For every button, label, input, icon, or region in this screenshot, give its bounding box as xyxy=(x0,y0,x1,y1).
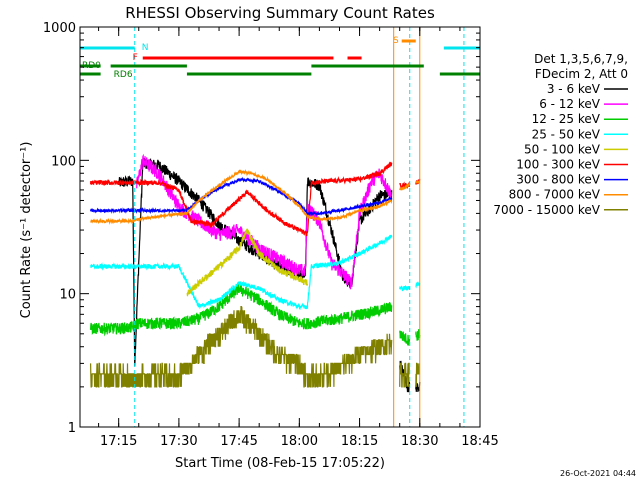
legend-label-4: 50 - 100 keV xyxy=(524,142,601,156)
x-tick-label: 18:30 xyxy=(401,434,438,449)
legend-label-2: 12 - 25 keV xyxy=(532,112,601,126)
y-axis-label: Count Rate (s⁻¹ detector⁻¹) xyxy=(19,142,34,319)
flag-label-s: S xyxy=(393,36,399,46)
chart-title: RHESSI Observing Summary Count Rates xyxy=(125,4,435,22)
flag-label-f: F xyxy=(133,53,138,63)
x-tick-label: 17:45 xyxy=(220,434,257,449)
legend-label-6: 300 - 800 keV xyxy=(516,173,600,187)
legend-label-5: 100 - 300 keV xyxy=(516,158,600,172)
x-tick-label: 18:45 xyxy=(461,434,498,449)
x-tick-label: 18:15 xyxy=(341,434,378,449)
timestamp: 26-Oct-2021 04:44 xyxy=(560,469,636,478)
plot-frame xyxy=(79,26,481,428)
series-line-6 xyxy=(90,176,393,217)
y-tick-label: 1000 xyxy=(43,21,76,36)
series-line-7 xyxy=(90,168,420,225)
legend-header-2: FDecim 2, Att 0 xyxy=(535,67,628,81)
flag-label-n: N xyxy=(142,43,149,53)
x-tick-label: 17:15 xyxy=(100,434,137,449)
y-tick-label: 10 xyxy=(59,288,76,303)
legend-header-1: Det 1,3,5,6,7,9, xyxy=(534,52,628,66)
y-tick-label: 1 xyxy=(68,421,76,436)
series-line-3 xyxy=(90,234,421,310)
x-axis-label: Start Time (08-Feb-15 17:05:22) xyxy=(175,456,385,471)
series-line-4 xyxy=(186,228,308,297)
legend-label-1: 6 - 12 keV xyxy=(539,97,601,111)
legend-label-3: 25 - 50 keV xyxy=(532,127,601,141)
legend-label-7: 800 - 7000 keV xyxy=(509,188,601,202)
legend-label-8: 7000 - 15000 keV xyxy=(493,203,600,217)
flag-label-rd6: RD6 xyxy=(114,70,133,80)
x-tick-label: 17:30 xyxy=(160,434,197,449)
x-tick-label: 18:00 xyxy=(281,434,318,449)
legend-label-0: 3 - 6 keV xyxy=(547,82,601,96)
flag-label-rd0: RD0 xyxy=(82,61,101,71)
series-line-8 xyxy=(90,306,420,388)
plot-area: NF S RD0 RD6 17:15 17:30 17:45 18:00 18:15 18:30 1… xyxy=(43,21,499,449)
y-tick-label: 100 xyxy=(51,154,76,169)
